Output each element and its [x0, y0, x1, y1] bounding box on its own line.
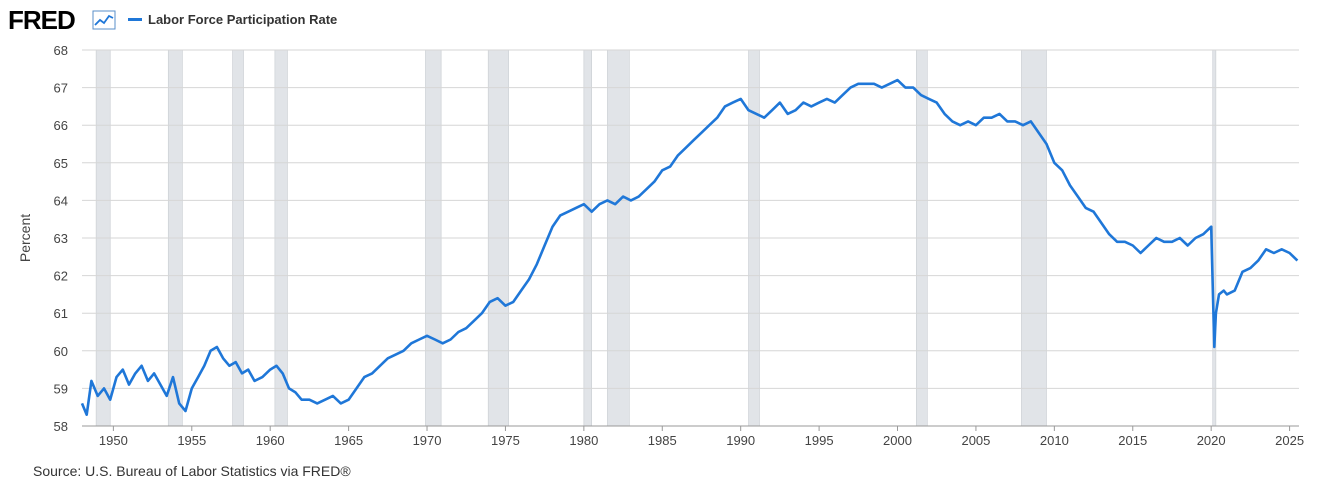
legend: Labor Force Participation Rate	[128, 12, 337, 27]
x-tick-label-1990: 1990	[726, 433, 755, 448]
x-axis-ticks: 1950 1955 1960 1965 1970 1975 1980 1985 1990 1995…	[82, 425, 1304, 448]
y-tick-label-60: 60	[54, 344, 68, 359]
y-axis-ticks: 58 59 60 61 62 63 64 65 66 67 68	[54, 43, 68, 434]
y-tick-label-65: 65	[54, 156, 68, 171]
y-tick-label-58: 58	[54, 419, 68, 434]
x-tick-label-1950: 1950	[99, 433, 128, 448]
series-line-labor-force-participation-rate	[80, 78, 1299, 416]
y-tick-label-67: 67	[54, 81, 68, 96]
y-tick-label-62: 62	[54, 269, 68, 284]
fred-logo[interactable]: FRED	[8, 5, 76, 35]
x-tick-label-2000: 2000	[883, 433, 912, 448]
y-tick-label-64: 64	[54, 193, 68, 208]
x-tick-label-1970: 1970	[413, 433, 442, 448]
y-tick-label-66: 66	[54, 118, 68, 133]
y-tick-label-63: 63	[54, 231, 68, 246]
source-note: Source: U.S. Bureau of Labor Statistics …	[33, 463, 351, 479]
y-tick-label-61: 61	[54, 306, 68, 321]
y-tick-label-59: 59	[54, 381, 68, 396]
x-tick-label-1960: 1960	[256, 433, 285, 448]
gridlines	[82, 49, 1299, 427]
x-tick-label-1995: 1995	[805, 433, 834, 448]
line-chart-icon	[92, 10, 116, 30]
legend-swatch	[128, 18, 142, 21]
x-tick-label-1975: 1975	[491, 433, 520, 448]
y-axis-label: Percent	[17, 214, 33, 262]
x-tick-label-1965: 1965	[334, 433, 363, 448]
legend-label: Labor Force Participation Rate	[148, 12, 338, 27]
x-tick-label-2015: 2015	[1118, 433, 1147, 448]
x-tick-label-2025: 2025	[1275, 433, 1304, 448]
chart-header: FRED Labor Force Participation Rate	[0, 0, 1318, 40]
x-tick-label-2010: 2010	[1040, 433, 1069, 448]
x-tick-label-1985: 1985	[648, 433, 677, 448]
x-tick-label-1955: 1955	[177, 433, 206, 448]
y-tick-label-68: 68	[54, 43, 68, 58]
x-tick-label-2020: 2020	[1197, 433, 1226, 448]
x-tick-label-1980: 1980	[569, 433, 598, 448]
x-tick-label-2005: 2005	[961, 433, 990, 448]
